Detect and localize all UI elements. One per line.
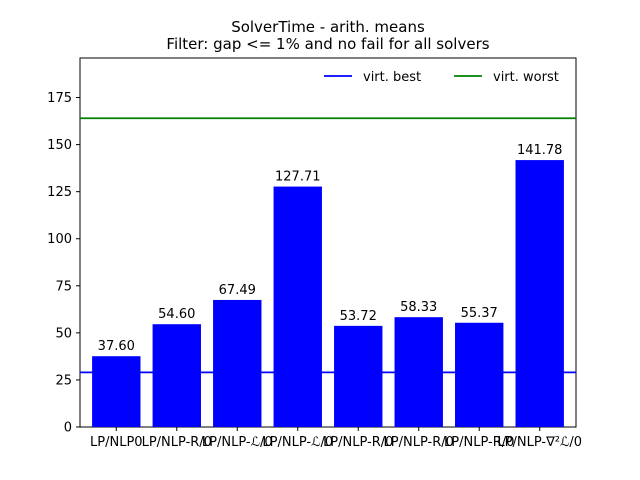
x-tick-label: LP/NLP-ℒ/0 [262, 435, 333, 450]
bar [273, 186, 322, 427]
bar [92, 356, 141, 427]
bar-labels-group: 37.60 54.60 67.49 127.71 53.72 58.33 55.37 141.… [98, 143, 563, 354]
bar-value-label: 55.37 [461, 306, 498, 321]
x-tick-label: LP/NLP-∇²ℒ/0 [497, 435, 582, 450]
legend: virt. best virt. worst [324, 70, 559, 85]
bars-group [92, 160, 564, 427]
y-tick-label: 0 [64, 421, 72, 436]
bar-value-label: 58.33 [400, 300, 437, 315]
bar-value-label: 127.71 [275, 170, 321, 185]
y-tick-label: 75 [55, 279, 72, 294]
bar-value-label: 67.49 [219, 283, 256, 298]
plot-frame [79, 57, 577, 428]
bar-value-label: 141.78 [517, 143, 563, 158]
y-tick-label: 150 [47, 138, 72, 153]
reference-lines-group [80, 117, 576, 374]
bar-value-label: 54.60 [158, 307, 195, 322]
bar [455, 322, 504, 427]
bar-value-label: 37.60 [98, 339, 135, 354]
y-tick-label: 125 [47, 185, 72, 200]
bar [515, 160, 564, 427]
x-tick-label: LP/NLP0 [90, 435, 143, 450]
bar [334, 325, 383, 427]
x-tick-label: LP/NLP-ℒ/0 [202, 435, 273, 450]
x-tick-label: LP/NLP-R/0 [142, 435, 212, 450]
x-tick-label: LP/NLP-R/0 [384, 435, 454, 450]
y-tick-label: 100 [47, 232, 72, 247]
x-axis: LP/NLP0 LP/NLP-R/0LP/NLP-ℒ/0LP/NLP-ℒ/0LP/… [90, 427, 582, 450]
legend-label: virt. worst [493, 70, 559, 85]
legend-label: virt. best [363, 70, 421, 85]
y-tick-label: 175 [47, 91, 72, 106]
bar [152, 324, 201, 427]
chart-title: SolverTime - arith. means [231, 18, 425, 36]
y-tick-label: 25 [55, 373, 72, 388]
bar-value-label: 53.72 [340, 309, 377, 324]
chart-subtitle: Filter: gap <= 1% and no fail for all so… [166, 35, 489, 53]
y-axis: 0 25 50 75 100 125 150 175 [47, 91, 80, 436]
y-tick-label: 50 [55, 326, 72, 341]
bar [213, 299, 262, 427]
x-tick-label: LP/NLP-R/0 [323, 435, 393, 450]
plot-area [79, 57, 577, 428]
x-tick-label: LP/NLP-R/0 [444, 435, 514, 450]
